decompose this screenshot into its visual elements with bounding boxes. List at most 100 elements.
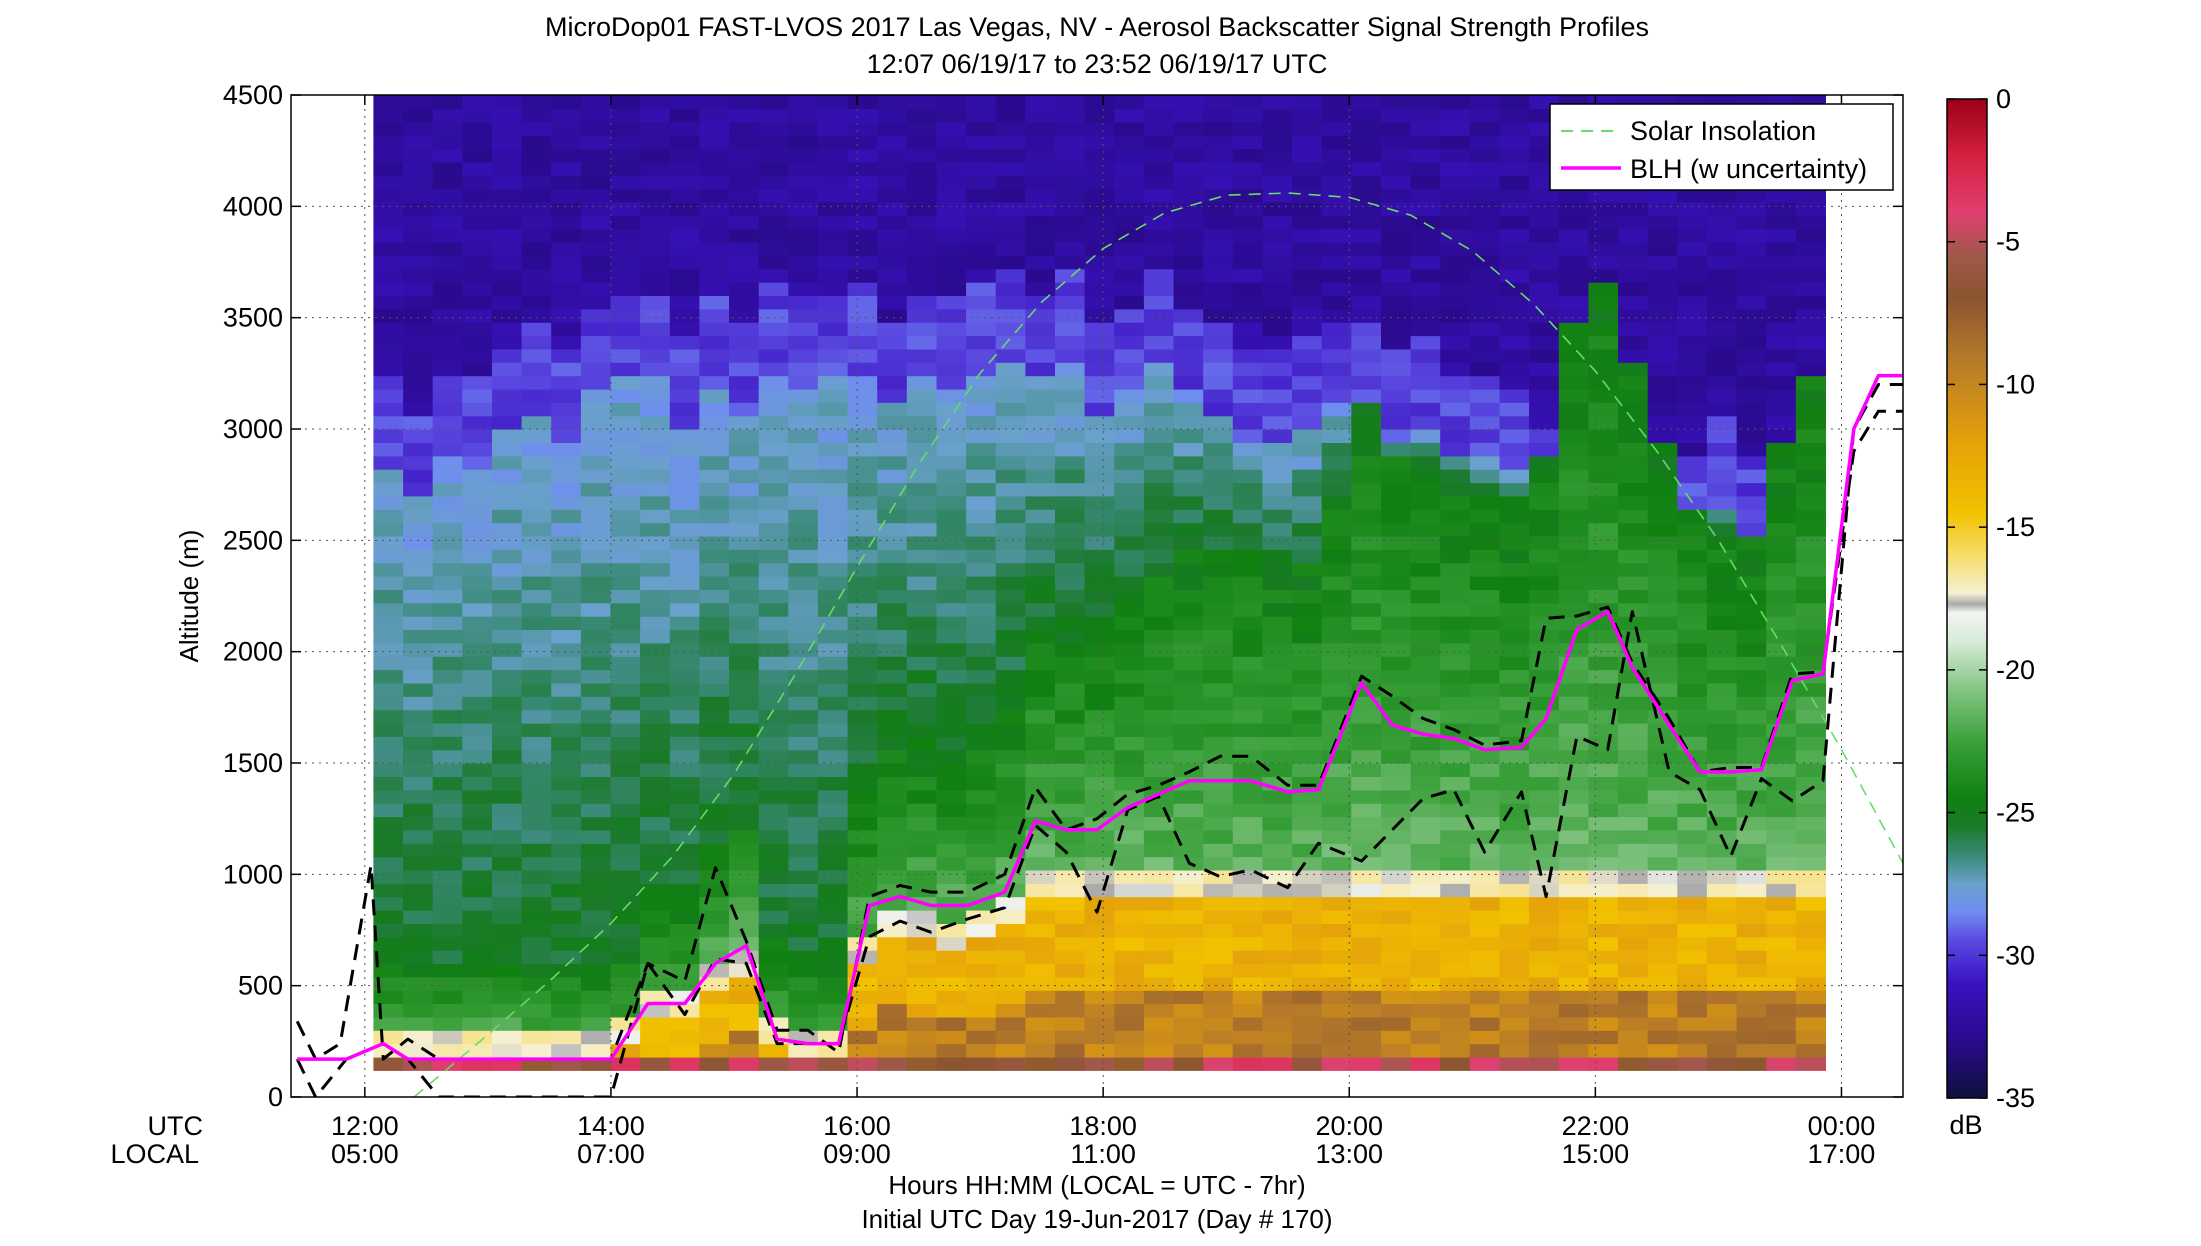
heatmap-cell (1440, 629, 1471, 644)
heatmap-cell (1232, 188, 1263, 203)
heatmap-cell (1795, 843, 1826, 858)
heatmap-cell (373, 242, 404, 256)
heatmap-cell (995, 348, 1026, 363)
heatmap-cell (966, 589, 997, 604)
heatmap-cell (729, 335, 760, 350)
colorbar-tick-label: -5 (1996, 227, 2020, 257)
heatmap-cell (669, 1030, 700, 1045)
heatmap-cell (906, 228, 937, 243)
heatmap-cell (432, 108, 463, 123)
heatmap-cell (1143, 602, 1175, 617)
heatmap-cell (1232, 990, 1263, 1005)
heatmap-cell (1232, 789, 1263, 804)
heatmap-cell (640, 161, 671, 176)
heatmap-cell (729, 562, 760, 577)
heatmap-cell (669, 402, 700, 417)
heatmap-cell (758, 455, 789, 470)
heatmap-cell (1055, 522, 1086, 537)
heatmap-cell (1558, 843, 1589, 858)
heatmap-cell (1025, 682, 1056, 697)
heatmap-cell (1381, 789, 1412, 804)
heatmap-cell (1647, 348, 1678, 363)
heatmap-cell (1232, 402, 1263, 417)
heatmap-cell (1321, 963, 1352, 978)
heatmap-cell (1410, 816, 1441, 831)
heatmap-cell (1232, 282, 1263, 296)
heatmap-cell (1410, 776, 1441, 791)
heatmap-cell (669, 201, 700, 216)
heatmap-cell (1203, 1003, 1234, 1018)
heatmap-cell (580, 682, 612, 697)
heatmap-cell (669, 228, 700, 243)
heatmap-cell (521, 843, 552, 858)
heatmap-cell (1114, 976, 1145, 991)
heatmap-cell (373, 295, 404, 310)
heatmap-cell (1469, 749, 1501, 764)
heatmap-cell (521, 562, 552, 577)
heatmap-cell (966, 522, 997, 537)
heatmap-cell (1499, 535, 1530, 550)
heatmap-cell (1469, 576, 1501, 590)
heatmap-cell (1025, 215, 1056, 230)
heatmap-cell (1321, 990, 1352, 1005)
heatmap-cell (462, 228, 493, 243)
heatmap-cell (847, 402, 878, 417)
heatmap-cell (1706, 509, 1738, 524)
heatmap-cell (1410, 522, 1441, 537)
heatmap-cell (1795, 883, 1826, 898)
heatmap-cell (1766, 509, 1797, 524)
heatmap-cell (1262, 108, 1293, 123)
x-tick-label-utc: 14:00 (577, 1111, 645, 1141)
heatmap-cell (1203, 1016, 1234, 1031)
heatmap-cell (758, 549, 789, 564)
heatmap-cell (580, 709, 612, 724)
heatmap-cell (432, 375, 463, 390)
heatmap-cell (1232, 495, 1263, 510)
series-line-solar-insolation (413, 192, 1903, 1097)
heatmap-cell (432, 776, 463, 791)
heatmap-cell (699, 161, 730, 176)
heatmap-cell (1795, 763, 1826, 777)
heatmap-cell (1588, 188, 1619, 203)
heatmap-cell (669, 803, 700, 818)
heatmap-cell (1499, 549, 1530, 564)
heatmap-cell (1143, 335, 1175, 350)
heatmap-cell (847, 335, 878, 350)
heatmap-cell (758, 976, 789, 991)
heatmap-cell (1114, 482, 1145, 497)
heatmap-cell (640, 95, 671, 109)
heatmap-cell (1232, 936, 1263, 951)
heatmap-cell (1232, 883, 1263, 898)
heatmap-cell (1351, 602, 1382, 617)
colorbar-tick-label: -25 (1996, 798, 2035, 828)
heatmap-cell (669, 856, 700, 871)
heatmap-cell (1766, 1056, 1797, 1071)
heatmap-cell (966, 429, 997, 443)
heatmap-cell (1440, 201, 1471, 216)
heatmap-cell (1440, 936, 1471, 951)
heatmap-cell (1084, 295, 1115, 310)
heatmap-cell (373, 589, 404, 604)
heatmap-cell (1677, 976, 1708, 991)
heatmap-cell (1025, 776, 1056, 791)
heatmap-cell (1529, 255, 1560, 270)
heatmap-cell (1795, 549, 1826, 564)
heatmap-cell (462, 576, 493, 590)
heatmap-cell (936, 282, 967, 296)
heatmap-cell (966, 335, 997, 350)
heatmap-cell (1203, 950, 1234, 964)
heatmap-cell (758, 682, 789, 697)
heatmap-cell (1469, 535, 1501, 550)
heatmap-cell (788, 509, 819, 524)
heatmap-cell (403, 121, 434, 136)
heatmap-cell (906, 616, 937, 630)
heatmap-cell (1203, 95, 1234, 109)
heatmap-cell (788, 990, 819, 1005)
heatmap-cell (1736, 308, 1767, 323)
heatmap-cell (1262, 709, 1293, 724)
heatmap-cell (1173, 228, 1204, 243)
heatmap-cell (1618, 709, 1649, 724)
heatmap-cell (1647, 856, 1678, 871)
heatmap-cell (1440, 789, 1471, 804)
heatmap-cell (1262, 348, 1293, 363)
